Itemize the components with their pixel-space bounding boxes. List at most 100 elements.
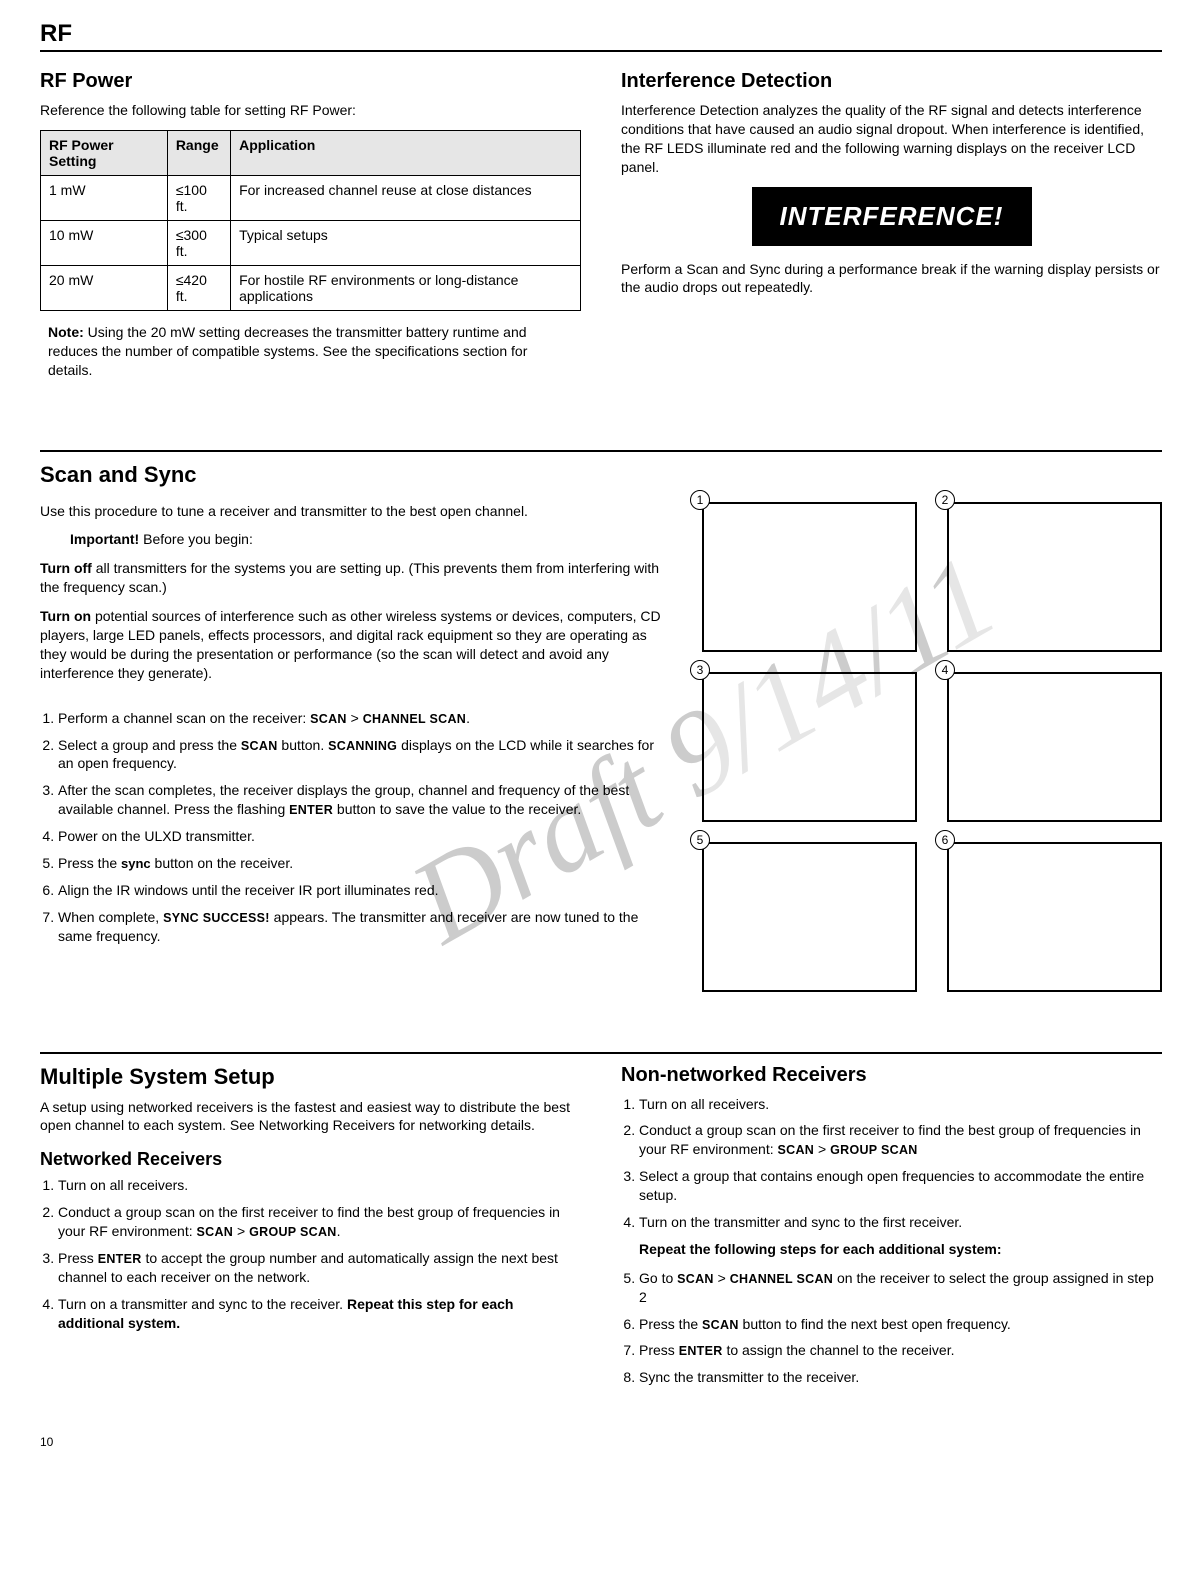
scan-turnon: Turn on potential sources of interferenc… — [40, 607, 672, 683]
nonnet-steps-2: Go to SCAN > CHANNEL SCAN on the receive… — [621, 1269, 1162, 1387]
t: Press the — [58, 855, 121, 871]
step: Turn on the transmitter and sync to the … — [639, 1213, 1162, 1232]
scan-intro: Use this procedure to tune a receiver an… — [40, 502, 672, 521]
important-label: Important! — [70, 531, 139, 547]
multi-intro: A setup using networked receivers is the… — [40, 1098, 581, 1136]
multi-right: Non-networked Receivers Turn on all rece… — [621, 1064, 1162, 1396]
t: > — [814, 1141, 830, 1157]
interference-col: Interference Detection Interference Dete… — [621, 70, 1162, 390]
cmd: SYNC SUCCESS! — [163, 911, 270, 925]
t: button to find the next best open freque… — [739, 1316, 1011, 1332]
panel-grid: 1 2 3 4 5 6 — [702, 502, 1162, 992]
t: Press — [639, 1342, 679, 1358]
cell: For increased channel reuse at close dis… — [231, 175, 581, 220]
scan-important: Important! Before you begin: — [40, 530, 672, 549]
cmd: SCAN — [310, 712, 347, 726]
step: Perform a channel scan on the receiver: … — [58, 709, 672, 728]
rfpower-table: RF Power Setting Range Application 1 mW … — [40, 130, 581, 311]
t: > — [714, 1270, 730, 1286]
panel: 4 — [947, 672, 1162, 822]
cell: ≤300 ft. — [167, 220, 230, 265]
t: Press the — [639, 1316, 702, 1332]
cmd: CHANNEL SCAN — [363, 712, 466, 726]
multi-heading: Multiple System Setup — [40, 1064, 581, 1090]
cmd: SCAN — [241, 739, 278, 753]
rfpower-intro: Reference the following table for settin… — [40, 101, 581, 120]
step: Press ENTER to accept the group number a… — [58, 1249, 581, 1287]
panel: 2 — [947, 502, 1162, 652]
panel: 6 — [947, 842, 1162, 992]
t: button to save the value to the receiver… — [333, 801, 581, 817]
step: Turn on all receivers. — [58, 1176, 581, 1195]
cmd: GROUP SCAN — [249, 1225, 337, 1239]
cell: Typical setups — [231, 220, 581, 265]
page-number: 10 — [40, 1435, 1162, 1449]
step: Conduct a group scan on the first receiv… — [639, 1121, 1162, 1159]
cmd: ENTER — [98, 1252, 142, 1266]
col-header: Application — [231, 130, 581, 175]
t: to assign the channel to the receiver. — [723, 1342, 955, 1358]
cell: ≤100 ft. — [167, 175, 230, 220]
cell: For hostile RF environments or long-dist… — [231, 265, 581, 310]
step: Turn on a transmitter and sync to the re… — [58, 1295, 581, 1333]
table-row: 20 mW ≤420 ft. For hostile RF environmen… — [41, 265, 581, 310]
col-header: Range — [167, 130, 230, 175]
panel-num: 6 — [935, 830, 955, 850]
table-row: 10 mW ≤300 ft. Typical setups — [41, 220, 581, 265]
t: Go to — [639, 1270, 677, 1286]
panel-num: 1 — [690, 490, 710, 510]
nonnet-repeat: Repeat the following steps for each addi… — [621, 1240, 1162, 1259]
multi-row: Multiple System Setup A setup using netw… — [40, 1052, 1162, 1396]
panel-num: 5 — [690, 830, 710, 850]
cell: 10 mW — [41, 220, 168, 265]
t: Press — [58, 1250, 98, 1266]
scan-text: Use this procedure to tune a receiver an… — [40, 502, 672, 992]
interference-lcd: INTERFERENCE! — [752, 187, 1032, 246]
nonnet-steps: Turn on all receivers. Conduct a group s… — [621, 1095, 1162, 1232]
net-steps: Turn on all receivers. Conduct a group s… — [40, 1176, 581, 1332]
rfpower-col: RF Power Reference the following table f… — [40, 70, 581, 390]
cmd: ENTER — [289, 803, 333, 817]
t: . — [466, 710, 470, 726]
cmd: ENTER — [679, 1344, 723, 1358]
nonnet-heading: Non-networked Receivers — [621, 1064, 1162, 1087]
cmd: CHANNEL SCAN — [730, 1272, 833, 1286]
col-header: RF Power Setting — [41, 130, 168, 175]
note-label: Note: — [48, 324, 84, 340]
table-row: RF Power Setting Range Application — [41, 130, 581, 175]
rf-row: RF Power Reference the following table f… — [40, 70, 1162, 390]
t: When complete, — [58, 909, 163, 925]
cmd: SCAN — [677, 1272, 714, 1286]
step: Power on the ULXD transmitter. — [58, 827, 672, 846]
step: Go to SCAN > CHANNEL SCAN on the receive… — [639, 1269, 1162, 1307]
cmd: GROUP SCAN — [830, 1143, 918, 1157]
cmd: SCAN — [778, 1143, 815, 1157]
cmd: sync — [121, 856, 151, 871]
t: Turn on a transmitter and sync to the re… — [58, 1296, 347, 1312]
step: After the scan completes, the receiver d… — [58, 781, 672, 819]
t: Perform a channel scan on the receiver: — [58, 710, 310, 726]
step: Select a group and press the SCAN button… — [58, 736, 672, 774]
multi-left: Multiple System Setup A setup using netw… — [40, 1064, 581, 1396]
scan-turnoff: Turn off all transmitters for the system… — [40, 559, 672, 597]
panel: 3 — [702, 672, 917, 822]
turnoff-b: Turn off — [40, 560, 92, 576]
rfpower-heading: RF Power — [40, 70, 581, 93]
step: Select a group that contains enough open… — [639, 1167, 1162, 1205]
panel-num: 2 — [935, 490, 955, 510]
cell: 1 mW — [41, 175, 168, 220]
interference-heading: Interference Detection — [621, 70, 1162, 93]
scan-heading: Scan and Sync — [40, 450, 1162, 488]
turnon-rest: potential sources of interference such a… — [40, 608, 661, 681]
cmd: SCANNING — [328, 739, 397, 753]
cell: 20 mW — [41, 265, 168, 310]
step: Sync the transmitter to the receiver. — [639, 1368, 1162, 1387]
panel-num: 4 — [935, 660, 955, 680]
cmd: SCAN — [197, 1225, 234, 1239]
t: button on the receiver. — [151, 855, 293, 871]
turnon-b: Turn on — [40, 608, 91, 624]
scan-panels: 1 2 3 4 5 6 — [702, 502, 1162, 992]
step: Turn on all receivers. — [639, 1095, 1162, 1114]
table-row: 1 mW ≤100 ft. For increased channel reus… — [41, 175, 581, 220]
panel: 5 — [702, 842, 917, 992]
